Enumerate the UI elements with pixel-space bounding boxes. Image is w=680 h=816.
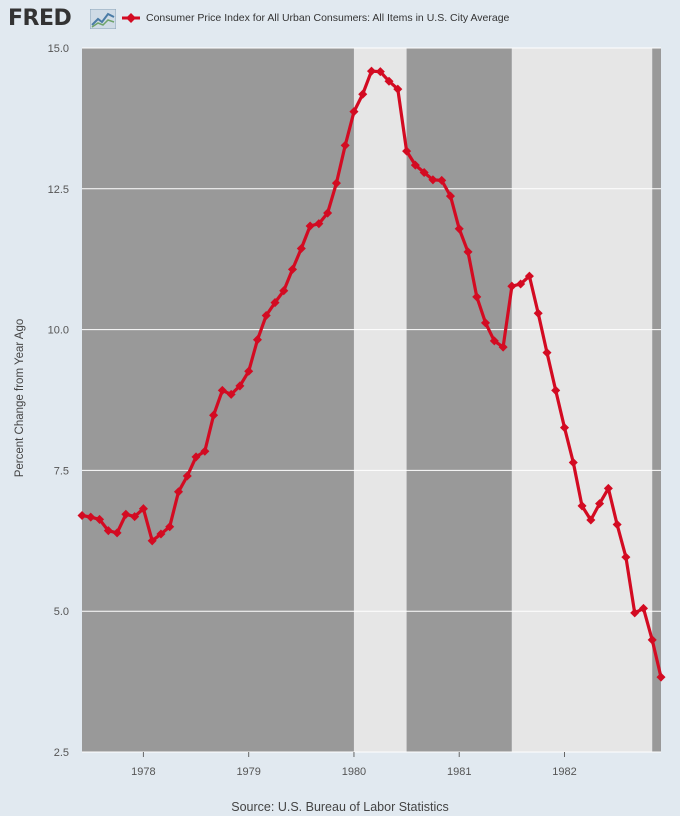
data-point	[524, 271, 534, 281]
data-point	[235, 381, 245, 391]
data-point	[217, 385, 227, 395]
data-point	[270, 298, 280, 308]
data-point	[568, 457, 578, 468]
data-point	[489, 336, 499, 346]
y-tick-label: 2.5	[54, 747, 69, 759]
data-point	[551, 385, 561, 395]
data-point	[209, 410, 219, 420]
y-tick-label: 7.5	[54, 465, 69, 477]
y-tick-label: 15.0	[48, 43, 69, 55]
y-tick-label: 12.5	[48, 184, 69, 196]
x-tick-label: 1980	[342, 766, 366, 778]
data-point	[480, 318, 491, 328]
data-point	[287, 264, 298, 274]
background-band-3	[511, 48, 653, 752]
x-tick-label: 1979	[236, 766, 260, 778]
legend-swatch	[122, 13, 140, 23]
data-point	[603, 483, 613, 493]
data-point	[437, 175, 447, 185]
data-point	[156, 529, 166, 539]
data-point	[86, 512, 96, 522]
data-point	[252, 335, 262, 345]
data-point	[533, 308, 543, 318]
source-note: Source: U.S. Bureau of Labor Statistics	[231, 800, 449, 814]
x-tick-label: 1982	[552, 766, 576, 778]
data-point	[130, 512, 140, 522]
data-point	[261, 311, 271, 321]
data-point	[445, 191, 455, 201]
legend-series-label: Consumer Price Index for All Urban Consu…	[146, 12, 510, 24]
line-chart-icon	[90, 9, 116, 29]
data-point	[472, 292, 482, 302]
data-point	[244, 366, 254, 376]
background-band-4	[652, 48, 661, 752]
x-tick-label: 1978	[131, 766, 155, 778]
legend: Consumer Price Index for All Urban Consu…	[122, 12, 509, 24]
y-tick-label: 10.0	[48, 325, 69, 337]
data-point	[577, 501, 587, 511]
y-axis-label: Percent Change from Year Ago	[14, 318, 26, 478]
data-point	[595, 499, 605, 509]
data-point	[138, 504, 148, 514]
data-point	[200, 446, 210, 456]
data-point	[647, 635, 657, 645]
data-point	[656, 672, 666, 682]
background-band-2	[406, 48, 512, 752]
data-point	[621, 552, 631, 562]
data-point	[112, 528, 122, 538]
data-point	[165, 522, 175, 532]
x-tick-label: 1981	[447, 766, 471, 778]
fred-logo[interactable]: FRED	[8, 6, 72, 31]
data-point	[358, 89, 368, 99]
header: FRED Consumer Price Index for All Urban …	[0, 0, 680, 40]
data-point	[507, 281, 517, 291]
data-point	[279, 286, 289, 296]
background-band-1	[353, 48, 407, 752]
y-tick-label: 5.0	[54, 606, 69, 618]
data-point	[612, 519, 622, 530]
data-point	[305, 221, 315, 231]
data-point	[638, 603, 649, 613]
data-point	[296, 243, 306, 254]
data-point	[498, 342, 508, 352]
data-point	[586, 515, 596, 525]
data-point	[366, 66, 377, 76]
